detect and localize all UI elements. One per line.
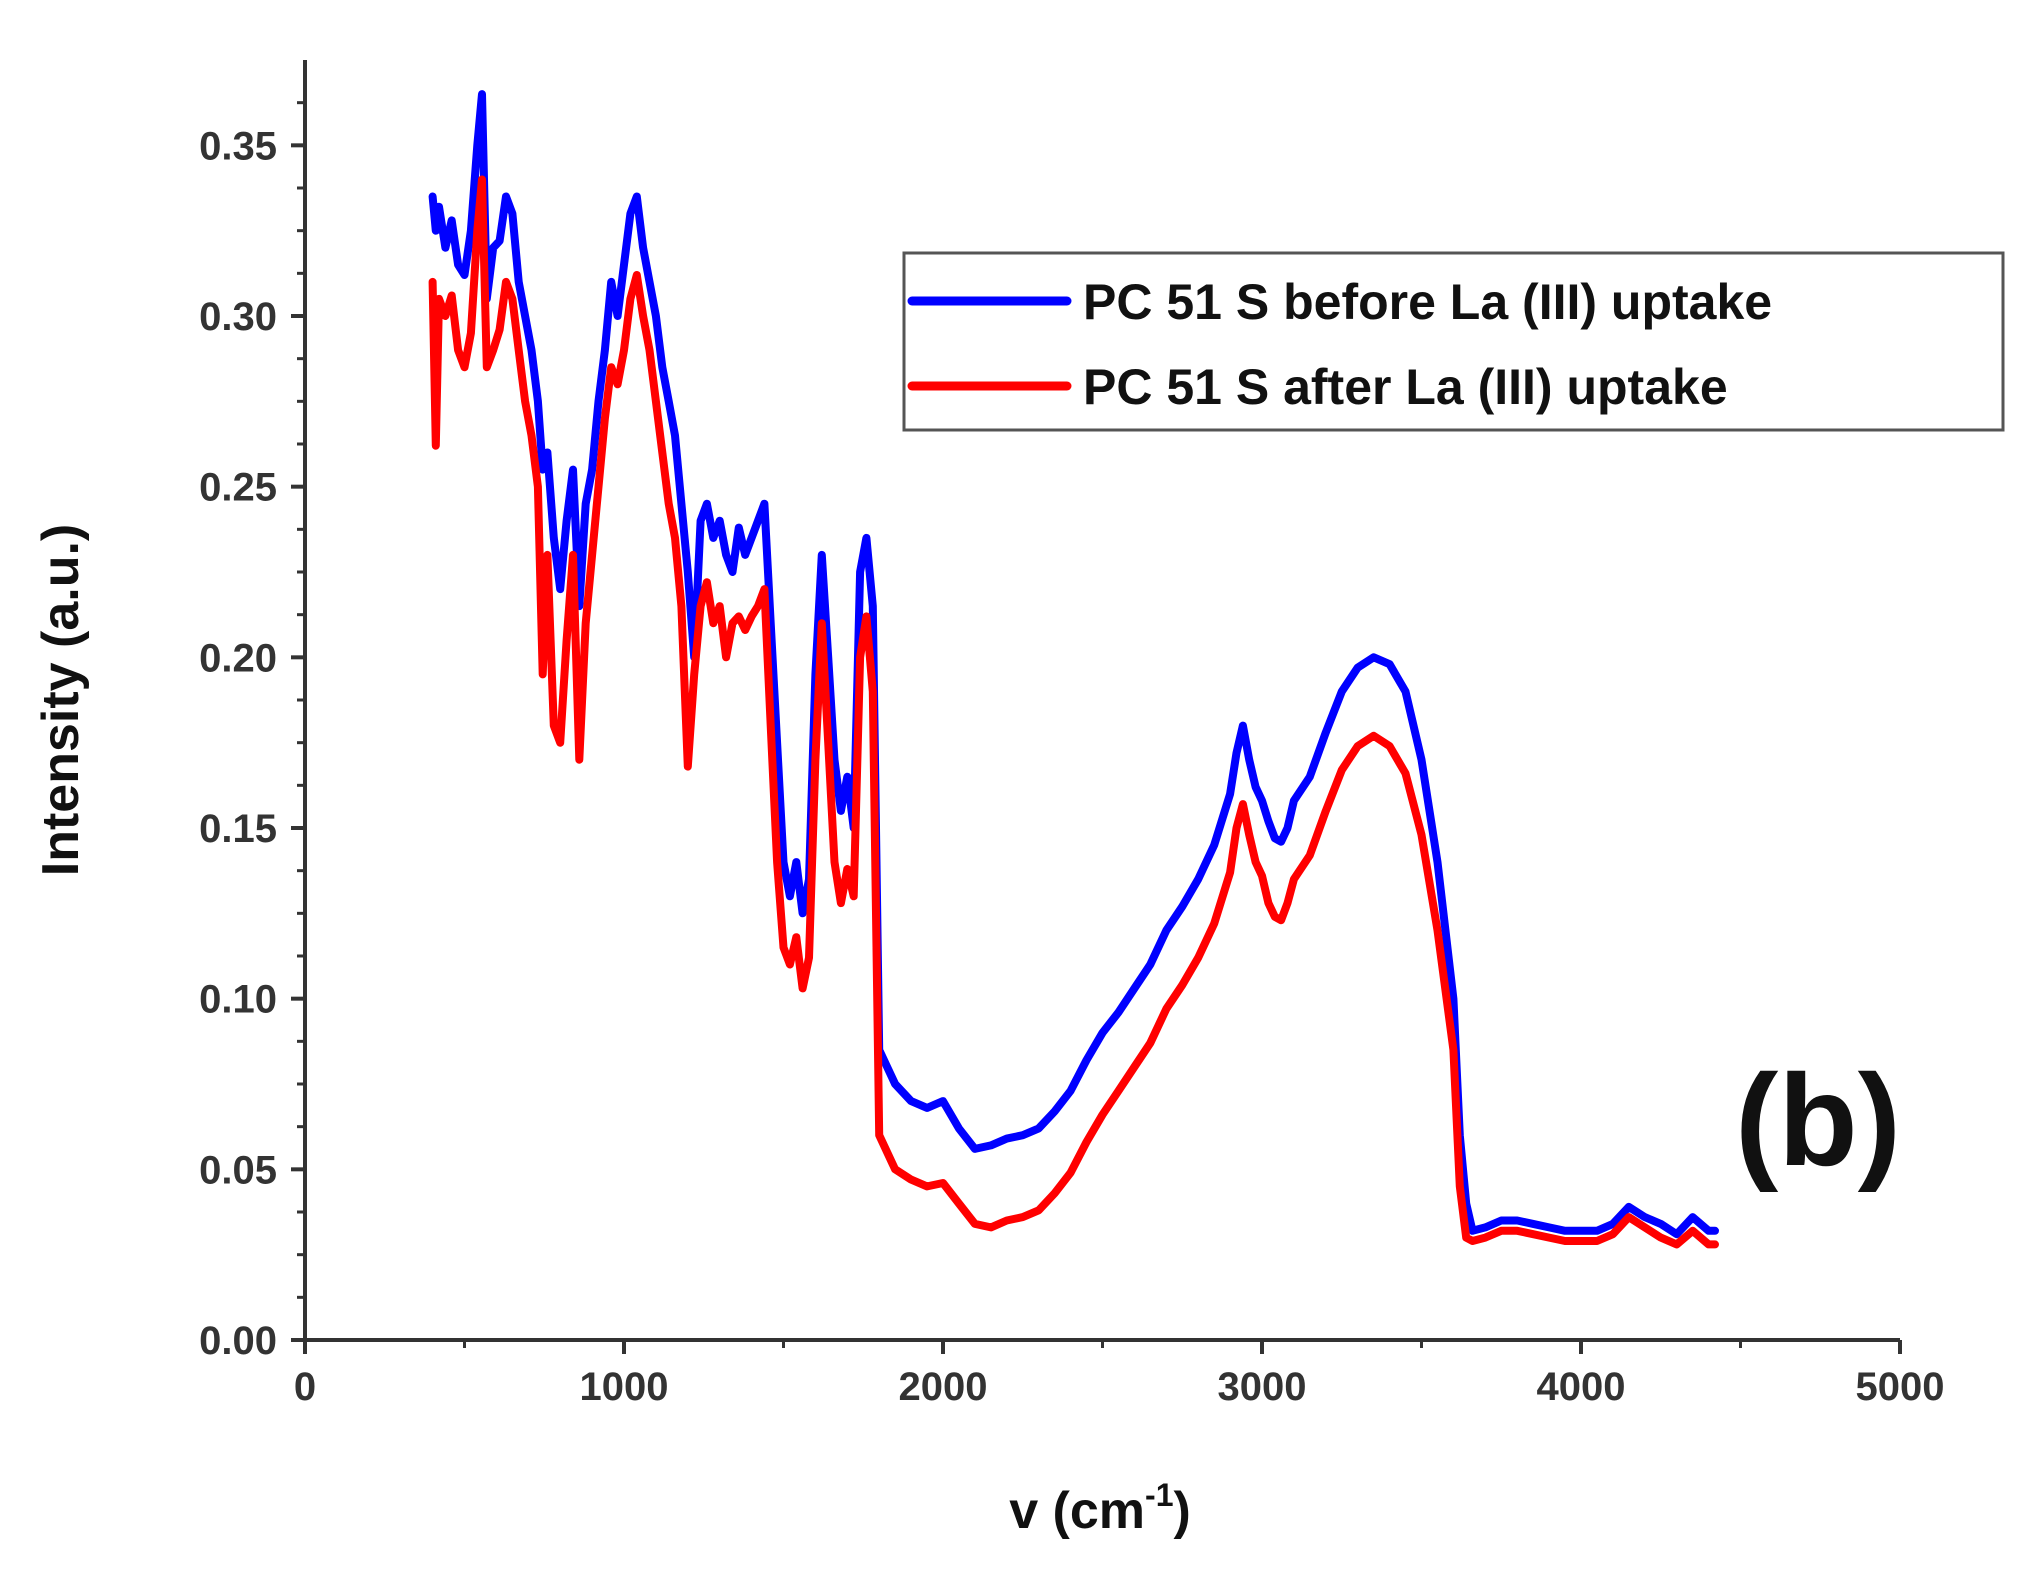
series-layer [428,90,1719,1249]
x-tick-label: 1000 [580,1365,669,1409]
y-tick-label: 0.15 [199,807,277,851]
y-axis-title: Intensity (a.u.) [32,524,90,876]
series-line-after [428,175,1719,1249]
x-tick-label: 0 [294,1365,316,1409]
legend-box [902,251,2005,432]
y-tick-label: 0.05 [199,1148,277,1192]
legend: PC 51 S before La (III) uptake PC 51 S a… [902,251,2005,432]
x-tick-label: 5000 [1856,1365,1945,1409]
x-axis-title: v (cm-1) [1009,1477,1191,1540]
x-tick-label: 3000 [1218,1365,1307,1409]
y-tick-label: 0.20 [199,636,277,680]
ticks: 0 1000 2000 3000 4000 5000 0.00 0.05 0.10 0.15 0.2… [199,101,1945,1409]
y-tick-label: 0.10 [199,978,277,1022]
y-tick-label: 0.25 [199,466,277,510]
series-line-before [428,90,1719,1239]
legend-label-before: PC 51 S before La (III) uptake [1083,274,1772,330]
panel-label: (b) [1735,1047,1901,1193]
x-axis-title-superscript: -1 [1145,1477,1173,1513]
legend-label-after: PC 51 S after La (III) uptake [1083,359,1728,415]
y-tick-label: 0.00 [199,1319,277,1363]
x-axis-title-main: v (cm [1009,1482,1145,1540]
x-axis-title-close: ) [1173,1482,1190,1540]
y-tick-label: 0.35 [199,124,277,168]
x-tick-label: 4000 [1537,1365,1626,1409]
x-tick-label: 2000 [899,1365,988,1409]
y-tick-label: 0.30 [199,295,277,339]
